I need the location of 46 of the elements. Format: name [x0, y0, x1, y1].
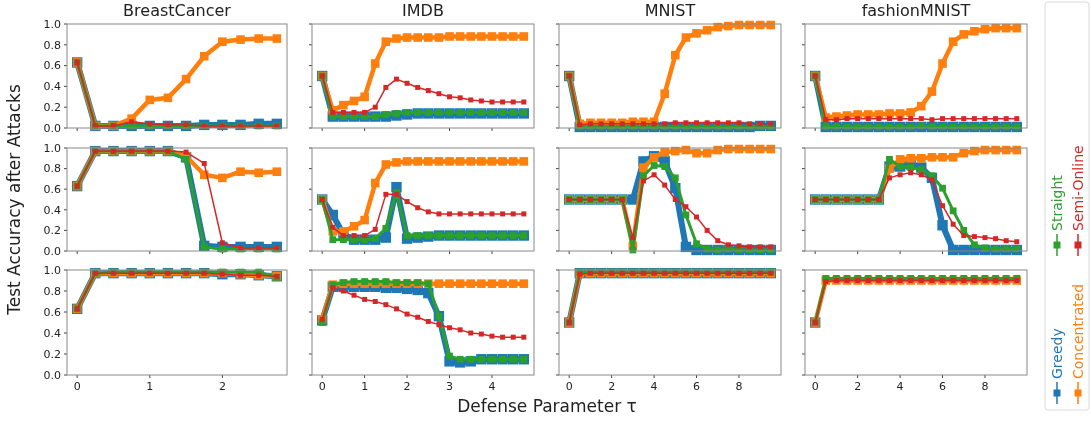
x-tick-label: 1	[361, 380, 369, 393]
text: Straight	[1049, 174, 1065, 231]
y-tick-label: 0.6	[43, 183, 61, 197]
x-tick-label: 0	[73, 380, 81, 393]
text: Concentrated	[1070, 283, 1086, 379]
x-tick-label: 2	[403, 380, 411, 393]
x-tick-label: 4	[650, 380, 658, 393]
y-tick-label: 1.0	[43, 17, 61, 31]
y-tick-label: 0.8	[43, 162, 61, 176]
x-axis-title: Defense Parameter τ	[457, 396, 637, 416]
x-tick-label: 2	[218, 380, 226, 393]
x-tick-label: 8	[981, 380, 989, 393]
chart-title: IMDB	[402, 1, 444, 20]
x-tick-label: 0	[318, 380, 326, 393]
text: Greedy	[1049, 328, 1065, 379]
y-tick-label: 0.2	[43, 224, 61, 238]
y-tick-label: 1.0	[43, 141, 61, 155]
x-tick-label: 0	[811, 380, 819, 393]
y-tick-label: 0.2	[43, 347, 61, 361]
x-tick-label: 3	[446, 380, 454, 393]
y-tick-label: 0.8	[43, 38, 61, 52]
x-tick-label: 1	[146, 380, 154, 393]
y-axis-title: Test Accuracy after Attacks	[4, 84, 24, 316]
chart-title: fashionMNIST	[861, 1, 971, 20]
y-tick-label: 0.4	[43, 80, 61, 94]
y-tick-label: 0.4	[43, 326, 61, 340]
chart-title: MNIST	[644, 1, 696, 20]
y-tick-label: 0.4	[43, 203, 61, 217]
y-tick-label: 0.0	[43, 121, 61, 135]
x-tick-label: 2	[854, 380, 862, 393]
x-tick-label: 4	[488, 380, 496, 393]
y-tick-label: 0.8	[43, 284, 61, 298]
y-tick-label: 1.0	[43, 263, 61, 277]
y-tick-label: 0.6	[43, 305, 61, 319]
text: Semi-Online	[1070, 145, 1086, 231]
x-tick-label: 4	[896, 380, 904, 393]
y-tick-label: 0.2	[43, 101, 61, 115]
chart-title: BreastCancer	[123, 1, 232, 20]
y-tick-label: 0.6	[43, 59, 61, 73]
x-tick-label: 6	[939, 380, 947, 393]
x-tick-label: 0	[565, 380, 573, 393]
y-tick-label: 0.0	[43, 368, 61, 382]
y-tick-label: 0.0	[43, 244, 61, 258]
x-tick-label: 8	[735, 380, 743, 393]
x-tick-label: 2	[608, 380, 616, 393]
x-tick-label: 6	[693, 380, 701, 393]
